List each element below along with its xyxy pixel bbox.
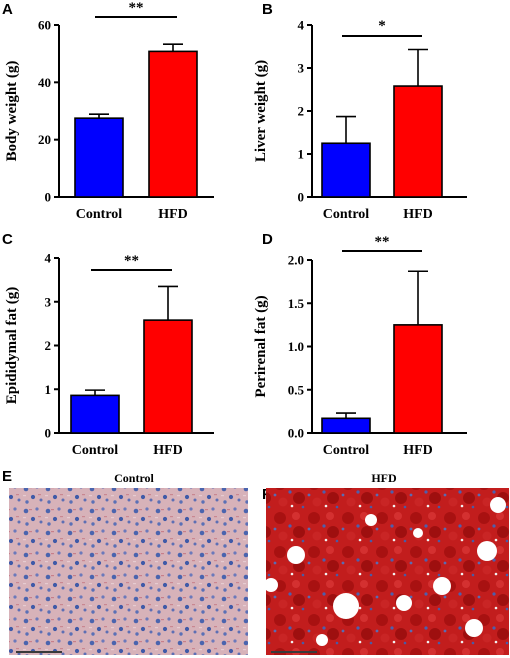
panel-d-perirenal-fat-chart: D 0.0 0.5 1.0 1.5 2.0 Perirenal fat (g) Control… [253,231,467,458]
y-tick-label: 0.0 [288,426,304,441]
image-title-hfd: HFD [371,471,397,485]
y-tick-label: 0.5 [288,382,305,397]
y-tick-label: 2 [298,104,305,119]
significance-marker: ** [375,234,390,250]
y-tick-label: 40 [38,75,51,90]
y-tick-label: 4 [298,18,305,33]
y-tick-label: 3 [45,294,52,309]
panel-letter: A [2,1,13,18]
x-category-label: Control [323,443,370,458]
significance-marker: ** [124,253,139,269]
bar-control [321,142,371,198]
panel-letter: C [2,231,13,248]
bar-hfd [393,85,443,198]
panel-letter-e: E [2,468,12,485]
bar-hfd [143,319,193,434]
y-tick-label: 1.0 [288,339,304,354]
y-tick-label: 1.5 [288,296,305,311]
y-tick-label: 2 [45,338,52,353]
y-tick-label: 20 [38,132,51,147]
y-tick-label: 60 [38,18,51,33]
y-tick-label: 0 [298,190,305,205]
x-category-label: HFD [403,443,433,458]
bar-control [321,417,371,434]
y-tick-label: 1 [45,382,52,397]
y-axis-title: Body weight (g) [4,61,20,162]
panel-c-epididymal-fat-chart: C 0 1 2 3 4 Epididymal fat (g) Control HFD ** [2,231,214,458]
lipid-droplet-vacuoles [264,497,506,646]
panel-f-hfd-histology: F HFD [262,471,509,655]
panel-letter: B [262,1,273,18]
y-axis-title: Epididymal fat (g) [4,287,20,405]
x-category-label: Control [76,207,123,222]
scale-bar-control [16,651,62,653]
y-axis-title: Liver weight (g) [253,60,269,162]
x-category-label: Control [323,207,370,222]
bar-hfd [148,50,198,198]
panel-a-body-weight-chart: A 0 20 40 60 Body weight (g) Control HFD ** [2,0,214,222]
y-tick-label: 1 [298,147,305,162]
y-tick-label: 3 [298,61,305,76]
x-category-label: HFD [403,207,433,222]
significance-marker: ** [129,0,144,16]
bar-control [70,394,120,434]
panel-b-liver-weight-chart: B 0 1 2 3 4 Liver weight (g) Control HFD * [253,1,467,222]
control-histology-image [9,488,248,655]
bar-control [74,117,124,198]
y-tick-label: 4 [45,251,52,266]
bar-hfd [393,324,443,434]
significance-marker: * [378,18,386,34]
x-category-label: HFD [153,443,183,458]
panel-e-control-histology: E Control [2,468,248,655]
y-axis-title: Perirenal fat (g) [253,295,269,397]
x-category-label: Control [72,443,119,458]
y-tick-label: 2.0 [288,253,304,268]
x-category-label: HFD [158,207,188,222]
y-tick-label: 0 [45,426,52,441]
panel-letter: D [262,231,273,248]
scale-bar-hfd [271,651,317,653]
y-tick-label: 0 [45,190,52,205]
image-title-control: Control [114,471,154,485]
